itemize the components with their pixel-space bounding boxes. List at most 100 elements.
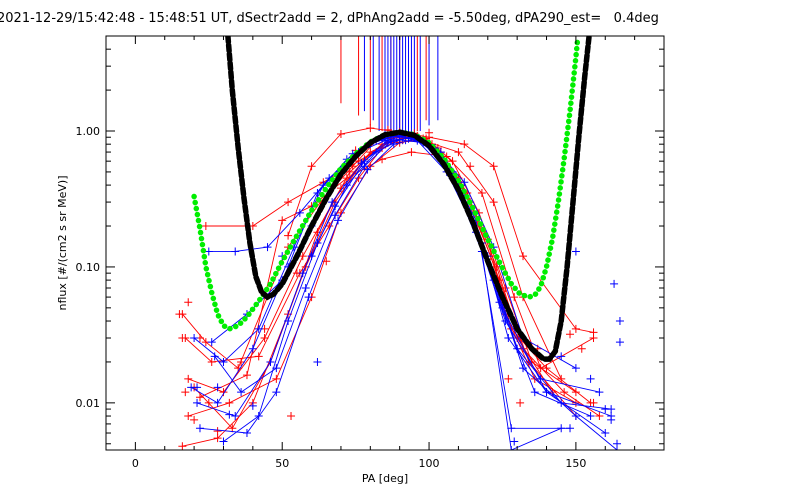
- red-data-point: [345, 167, 354, 176]
- red-data-point: [287, 412, 296, 421]
- blue-data-point: [607, 415, 616, 424]
- blue-data-point: [213, 383, 222, 392]
- red-data-point: [595, 412, 604, 421]
- blue-data-point: [301, 283, 310, 292]
- red-data-point: [260, 334, 269, 343]
- blue-data-point: [360, 162, 369, 171]
- red-data-point: [207, 357, 216, 366]
- chart-title: 2021-12-29/15:42:48 - 15:48:51 UT, dSect…: [0, 11, 659, 26]
- x-axis-title: PA [deg]: [362, 472, 408, 485]
- blue-data-point: [507, 446, 516, 450]
- x-tick-label: 50: [275, 457, 289, 470]
- red-data-point: [254, 352, 263, 361]
- blue-data-point: [386, 137, 395, 146]
- blue-data-point: [328, 198, 337, 207]
- plot-frame: [105, 35, 665, 451]
- red-data-point: [425, 128, 434, 137]
- blue-data-point: [207, 338, 216, 347]
- red-data-point: [342, 174, 351, 183]
- axes-layer: 0 50 100 150 0.01 0.10 1.00: [76, 35, 664, 470]
- red-data-point: [184, 298, 193, 307]
- red-data-point: [589, 398, 598, 407]
- black-fit-curve: [225, 36, 592, 362]
- blue-data-point: [331, 211, 340, 220]
- red-series-line: [188, 138, 577, 417]
- blue-data-point: [298, 269, 307, 278]
- red-data-point: [571, 324, 580, 333]
- red-data-point: [504, 374, 513, 383]
- blue-data-point: [586, 374, 595, 383]
- x-tick-label: 100: [419, 457, 440, 470]
- red-data-point: [219, 388, 228, 397]
- red-series-line: [199, 151, 594, 398]
- red-data-point: [181, 388, 190, 397]
- red-data-point: [536, 364, 545, 373]
- red-data-point: [510, 293, 519, 302]
- red-data-point: [560, 388, 569, 397]
- blue-data-point: [272, 388, 281, 397]
- blue-data-point: [615, 338, 624, 347]
- y-tick-label: 1.00: [76, 125, 101, 138]
- blue-data-point: [557, 352, 566, 361]
- blue-data-point: [501, 317, 510, 326]
- blue-data-point: [595, 388, 604, 397]
- red-data-point: [195, 393, 204, 402]
- red-series-line: [193, 132, 577, 430]
- blue-data-point: [571, 364, 580, 373]
- blue-data-point: [231, 247, 240, 256]
- x-tick-label: 0: [132, 457, 139, 470]
- red-data-point: [184, 412, 193, 421]
- red-data-point: [577, 344, 586, 353]
- red-series-line: [205, 140, 562, 380]
- blue-data-point: [248, 344, 257, 353]
- blue-data-point: [219, 437, 228, 446]
- green-fit-curve: [191, 36, 581, 332]
- y-tick-label: 0.10: [76, 261, 101, 274]
- red-data-point: [336, 130, 345, 139]
- red-data-point: [190, 415, 199, 424]
- blue-data-point: [295, 208, 304, 217]
- blue-data-point: [254, 412, 263, 421]
- red-data-point: [489, 198, 498, 207]
- blue-data-point: [266, 357, 275, 366]
- blue-data-point: [504, 334, 513, 343]
- blue-data-point: [601, 429, 610, 438]
- red-data-point: [178, 442, 187, 450]
- blue-data-point: [254, 324, 263, 333]
- blue-data-point: [219, 357, 228, 366]
- blue-data-point: [586, 412, 595, 421]
- red-data-point: [516, 398, 525, 407]
- blue-data-point: [334, 216, 343, 225]
- red-data-point: [178, 334, 187, 343]
- red-data-point: [571, 388, 580, 397]
- red-data-point: [489, 162, 498, 171]
- red-data-point: [204, 398, 213, 407]
- red-data-point: [366, 124, 375, 133]
- red-data-point: [307, 162, 316, 171]
- red-data-point: [284, 231, 293, 240]
- blue-data-point: [190, 334, 199, 343]
- blue-data-point: [210, 352, 219, 361]
- blue-data-point: [530, 388, 539, 397]
- blue-data-point: [231, 412, 240, 421]
- red-data-point: [322, 257, 331, 266]
- y-axis-title: nflux [#/(cm2 s sr MeV)]: [56, 176, 69, 311]
- blue-data-point: [263, 243, 272, 252]
- blue-data-point: [613, 439, 622, 448]
- blue-data-point: [304, 293, 313, 302]
- blue-data-point: [507, 424, 516, 433]
- y-tick-label: 0.01: [76, 397, 101, 410]
- red-data-point: [566, 330, 575, 339]
- red-data-point: [201, 222, 210, 231]
- x-tick-label: 150: [565, 457, 586, 470]
- red-data-point: [225, 398, 234, 407]
- red-data-point: [242, 371, 251, 380]
- red-data-point: [407, 148, 416, 157]
- red-data-point: [589, 328, 598, 337]
- blue-data-point: [237, 388, 246, 397]
- blue-data-point: [272, 364, 281, 373]
- blue-data-point: [510, 437, 519, 446]
- blue-data-point: [213, 398, 222, 407]
- blue-data-point: [460, 178, 469, 187]
